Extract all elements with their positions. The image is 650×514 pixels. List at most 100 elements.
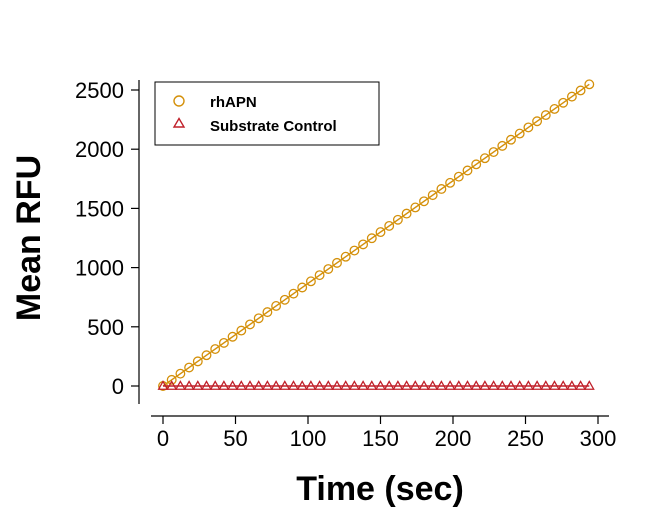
data-point — [297, 282, 308, 293]
data-point — [366, 233, 377, 244]
axes: 0 500 1000 1500 2000 2500 0 50 100 150 200 250 300 — [75, 78, 616, 451]
data-point — [523, 122, 534, 133]
data-point — [532, 116, 543, 127]
data-point — [262, 307, 273, 318]
y-tick-label: 500 — [87, 315, 124, 340]
data-point — [453, 171, 464, 182]
data-point — [270, 380, 282, 390]
data-point — [332, 257, 342, 268]
y-tick-label: 0 — [112, 374, 124, 399]
data-point — [166, 374, 177, 385]
data-point — [392, 214, 403, 225]
data-point — [566, 380, 578, 390]
data-point — [296, 380, 308, 390]
data-point — [279, 380, 291, 390]
x-tick-label: 50 — [223, 426, 247, 451]
data-point — [383, 380, 395, 390]
series-0 — [158, 79, 595, 391]
data-point — [401, 208, 412, 219]
data-point — [375, 227, 386, 238]
data-point — [471, 159, 482, 170]
data-point — [410, 202, 421, 213]
y-tick-label: 2500 — [75, 78, 124, 103]
data-point — [227, 380, 239, 390]
data-point — [236, 325, 247, 336]
data-point — [314, 380, 326, 390]
data-point — [505, 380, 517, 390]
data-point — [427, 380, 439, 390]
data-point — [209, 380, 221, 390]
data-point — [514, 128, 525, 139]
data-point — [583, 380, 595, 390]
data-point — [244, 380, 256, 390]
data-point — [488, 147, 499, 157]
data-point — [314, 270, 325, 281]
data-point — [479, 380, 491, 390]
x-tick-label: 300 — [580, 426, 617, 451]
data-point — [340, 251, 351, 262]
data-point — [506, 134, 516, 145]
data-point — [488, 380, 500, 390]
data-point — [323, 264, 334, 274]
y-tick-label: 2000 — [75, 137, 124, 162]
data-point — [419, 196, 429, 207]
data-point — [462, 380, 473, 390]
y-ticks: 0 500 1000 1500 2000 2500 — [75, 78, 139, 399]
data-point — [201, 350, 212, 361]
legend-label-rhAPN: rhAPN — [210, 94, 257, 111]
data-point — [479, 153, 490, 164]
data-point — [435, 380, 447, 390]
data-point — [575, 380, 587, 390]
data-point — [183, 380, 195, 390]
data-point — [174, 380, 186, 390]
data-point — [235, 380, 247, 390]
data-point — [305, 380, 317, 390]
data-point — [218, 337, 229, 348]
data-point — [184, 362, 195, 373]
y-tick-label: 1000 — [75, 256, 124, 281]
data-point — [557, 380, 569, 390]
data-point — [357, 380, 369, 390]
data-point — [218, 380, 230, 390]
data-point — [253, 380, 265, 390]
data-point — [157, 380, 169, 390]
data-point — [349, 245, 360, 256]
data-point — [418, 380, 430, 390]
data-point — [497, 140, 508, 151]
data-point — [288, 288, 299, 299]
legend: rhAPN Substrate Control — [154, 81, 380, 146]
y-tick-label: 1500 — [75, 196, 124, 221]
data-point — [375, 380, 386, 390]
data-point — [392, 380, 404, 390]
legend-marker-substrate-control — [172, 117, 186, 128]
data-point — [279, 294, 290, 305]
legend-marker-rhAPN — [173, 95, 185, 107]
series-1 — [157, 380, 595, 390]
data-point — [175, 368, 186, 379]
x-tick-label: 200 — [435, 426, 472, 451]
data-point — [366, 380, 378, 390]
data-point — [201, 380, 212, 390]
data-point — [210, 344, 221, 355]
data-point — [549, 380, 560, 390]
data-point — [531, 380, 543, 390]
data-point — [261, 380, 273, 390]
data-point — [436, 184, 447, 194]
data-point — [540, 110, 551, 121]
data-point — [384, 220, 395, 231]
data-point — [348, 380, 360, 390]
data-point — [331, 380, 343, 390]
data-point — [340, 380, 352, 390]
data-point — [558, 97, 569, 108]
data-point — [462, 165, 473, 176]
data-point — [401, 380, 413, 390]
data-point — [271, 301, 282, 311]
x-tick-label: 100 — [290, 426, 327, 451]
data-point — [227, 331, 238, 342]
legend-box — [154, 81, 380, 146]
data-point — [253, 313, 264, 324]
x-tick-label: 150 — [362, 426, 399, 451]
data-point — [166, 380, 178, 390]
y-axis-title: Mean RFU — [10, 155, 48, 321]
